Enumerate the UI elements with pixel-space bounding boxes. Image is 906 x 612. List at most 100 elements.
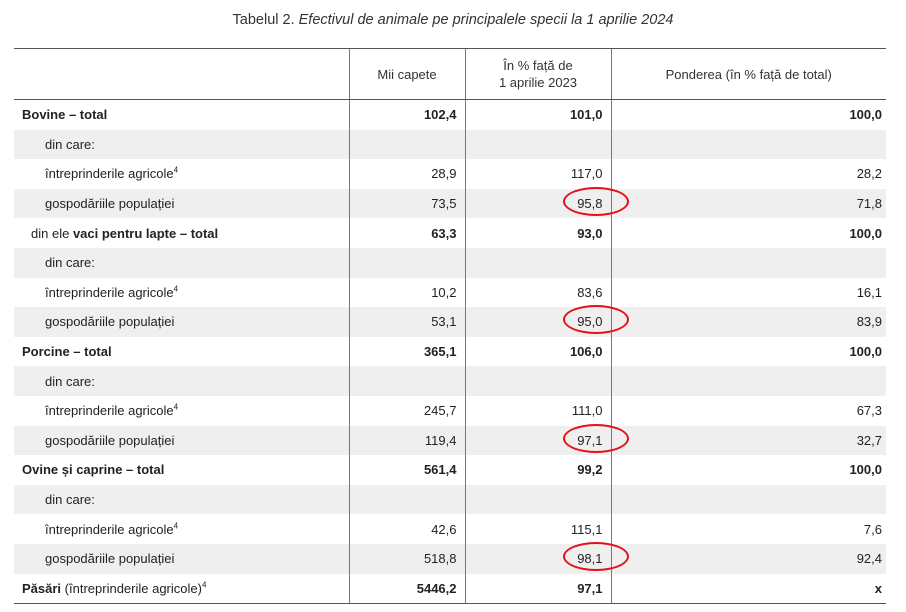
highlight-circle — [563, 187, 630, 217]
table-row: întreprinderile agricole4 42,6 115,1 7,6 — [14, 514, 886, 544]
cell-thousand-heads — [348, 129, 465, 160]
cell-share: 92,4 — [610, 543, 886, 574]
footnote-marker: 4 — [173, 166, 179, 176]
row-label: din ele vaci pentru lapte – total — [31, 225, 219, 241]
table-row: Păsări (întreprinderile agricole)4 5446,… — [14, 573, 886, 605]
cell-percent: 97,1 — [464, 423, 630, 456]
row-label: din care: — [14, 247, 349, 278]
cell-thousand-heads — [348, 366, 465, 396]
cell-thousand-heads: 365,1 — [348, 336, 465, 367]
table-row: întreprinderile agricole4 10,2 83,6 16,1 — [14, 277, 886, 308]
cell-thousand-heads: 10,2 — [348, 277, 465, 308]
table-row: gospodăriile populației 73,5 95,8 71,8 — [14, 187, 886, 219]
table-row: Porcine – total 365,1 106,0 100,0 — [14, 336, 886, 367]
cell-percent: 111,0 — [464, 395, 611, 426]
cell-share: 100,0 — [610, 218, 886, 248]
cell-share: 7,6 — [610, 514, 886, 544]
cell-percent — [464, 366, 611, 396]
footnote-marker: 4 — [173, 402, 179, 412]
table-row: din ele vaci pentru lapte – total 63,3 9… — [14, 218, 886, 248]
cell-share: 71,8 — [610, 188, 886, 219]
cell-share: 83,9 — [610, 307, 886, 337]
cell-percent: 106,0 — [464, 336, 611, 367]
highlight-circle — [563, 423, 630, 453]
cell-percent: 95,8 — [464, 187, 630, 219]
cell-thousand-heads — [348, 484, 465, 515]
row-label: Păsări (întreprinderile agricole)4 — [14, 573, 349, 605]
livestock-table: Mii capete În % față de 1 aprilie 2023 P… — [14, 48, 886, 605]
highlight-circle — [563, 305, 630, 335]
cell-percent — [464, 484, 611, 515]
table-number: Tabelul 2. — [232, 12, 295, 28]
row-label: din care: — [14, 129, 349, 160]
table-row: din care: — [14, 247, 886, 278]
table-row: din care: — [14, 366, 886, 396]
table-row: întreprinderile agricole4 28,9 117,0 28,… — [14, 159, 886, 189]
table-row: Bovine – total 102,4 101,0 100,0 — [14, 99, 886, 130]
footnote-marker: 4 — [173, 521, 179, 531]
row-label: întreprinderile agricole4 — [45, 521, 179, 537]
cell-percent: 115,1 — [464, 514, 611, 544]
row-label: întreprinderile agricole4 — [45, 284, 179, 300]
cell-thousand-heads: 518,8 — [348, 543, 465, 574]
highlight-circle — [563, 542, 630, 572]
cell-thousand-heads: 5446,2 — [348, 573, 465, 605]
table-row: gospodăriile populației 518,8 98,1 92,4 — [14, 542, 886, 574]
cell-share: x — [610, 573, 886, 605]
table-row: întreprinderile agricole4 245,7 111,0 67… — [14, 395, 886, 426]
header-thousand-heads: Mii capete — [348, 48, 465, 100]
row-label: din care: — [14, 484, 349, 515]
cell-share — [610, 484, 886, 515]
row-label: Ovine și caprine – total — [22, 462, 165, 478]
table-row: din care: — [14, 484, 886, 515]
cell-share — [610, 366, 886, 396]
cell-share — [610, 247, 886, 278]
footnote-marker: 4 — [173, 284, 179, 294]
row-label: gospodăriile populației — [14, 543, 349, 574]
cell-share: 28,2 — [610, 159, 886, 189]
row-label: întreprinderile agricole4 — [45, 166, 179, 182]
cell-thousand-heads: 119,4 — [348, 425, 465, 456]
table-row: Ovine și caprine – total 561,4 99,2 100,… — [14, 455, 886, 485]
cell-share: 100,0 — [610, 336, 886, 367]
cell-thousand-heads: 102,4 — [348, 99, 465, 130]
table-header: Mii capete În % față de 1 aprilie 2023 P… — [14, 48, 886, 100]
table-caption: Efectivul de animale pe principalele spe… — [298, 12, 674, 28]
cell-percent: 101,0 — [464, 99, 611, 130]
row-label: gospodăriile populației — [14, 307, 349, 337]
cell-share — [610, 129, 886, 160]
cell-thousand-heads: 53,1 — [348, 307, 465, 337]
cell-thousand-heads — [348, 247, 465, 278]
cell-percent: 99,2 — [464, 455, 611, 485]
cell-share: 32,7 — [610, 425, 886, 456]
header-label-column — [14, 48, 349, 100]
cell-percent: 93,0 — [464, 218, 611, 248]
cell-percent: 97,1 — [464, 573, 611, 605]
cell-share: 16,1 — [610, 277, 886, 308]
cell-percent: 98,1 — [464, 542, 630, 574]
cell-thousand-heads: 245,7 — [348, 395, 465, 426]
row-label: din care: — [14, 366, 349, 396]
cell-thousand-heads: 42,6 — [348, 514, 465, 544]
header-percent-vs-2023: În % față de 1 aprilie 2023 — [464, 48, 611, 100]
cell-percent: 117,0 — [464, 159, 611, 189]
cell-share: 67,3 — [610, 395, 886, 426]
table-row: din care: — [14, 129, 886, 160]
cell-percent: 95,0 — [464, 305, 630, 337]
table-row: gospodăriile populației 119,4 97,1 32,7 — [14, 423, 886, 456]
row-label: Bovine – total — [22, 107, 108, 123]
table-title: Tabelul 2. Efectivul de animale pe princ… — [0, 12, 906, 28]
cell-thousand-heads: 63,3 — [348, 218, 465, 248]
row-label: întreprinderile agricole4 — [45, 402, 179, 419]
cell-share: 100,0 — [610, 455, 886, 485]
header-share-of-total: Ponderea (în % față de total) — [610, 48, 886, 100]
cell-percent — [464, 129, 611, 160]
cell-percent: 83,6 — [464, 277, 611, 308]
footnote-marker: 4 — [201, 580, 207, 590]
cell-thousand-heads: 28,9 — [348, 159, 465, 189]
cell-share: 100,0 — [610, 99, 886, 130]
row-label: gospodăriile populației — [14, 188, 349, 219]
cell-percent — [464, 247, 611, 278]
row-label: gospodăriile populației — [14, 425, 349, 456]
cell-thousand-heads: 561,4 — [348, 455, 465, 485]
